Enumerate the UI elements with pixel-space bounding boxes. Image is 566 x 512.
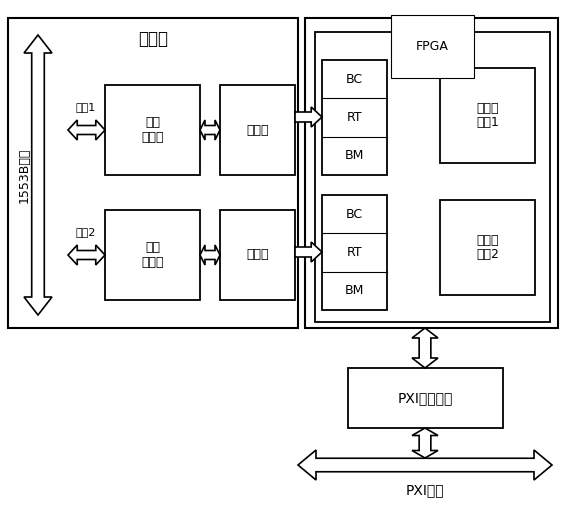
Bar — [220, 85, 295, 175]
Bar — [322, 195, 387, 310]
Bar — [105, 210, 200, 300]
Bar — [315, 32, 550, 322]
Bar — [348, 368, 503, 428]
Bar — [220, 210, 295, 300]
Text: 通道1: 通道1 — [76, 102, 96, 112]
Polygon shape — [298, 450, 552, 480]
Polygon shape — [412, 328, 438, 368]
Text: PXI总线: PXI总线 — [406, 483, 444, 497]
Text: BM: BM — [345, 150, 364, 162]
Text: 存储区
控制2: 存储区 控制2 — [476, 233, 499, 262]
Text: 隔离
变压器: 隔离 变压器 — [142, 241, 164, 269]
Polygon shape — [24, 35, 52, 315]
Bar — [440, 200, 535, 295]
Bar — [105, 85, 200, 175]
Bar — [440, 68, 535, 163]
Text: BC: BC — [346, 208, 363, 221]
Polygon shape — [200, 120, 220, 140]
Polygon shape — [200, 245, 220, 265]
Polygon shape — [295, 242, 322, 262]
Text: BC: BC — [346, 73, 363, 86]
Text: FPGA: FPGA — [416, 40, 449, 53]
Text: 存储区
控制1: 存储区 控制1 — [476, 101, 499, 130]
Text: BM: BM — [345, 284, 364, 297]
Text: RT: RT — [347, 111, 362, 124]
Text: 1553B总线: 1553B总线 — [18, 147, 31, 203]
Text: PXI接口芯片: PXI接口芯片 — [398, 391, 453, 405]
Bar — [322, 60, 387, 175]
Text: 收发器: 收发器 — [246, 248, 269, 262]
Text: FlexRIO: FlexRIO — [400, 30, 463, 48]
Text: 收发器: 收发器 — [246, 123, 269, 137]
Text: 隔离
变压器: 隔离 变压器 — [142, 116, 164, 144]
Polygon shape — [68, 245, 105, 265]
Polygon shape — [295, 107, 322, 127]
Text: RT: RT — [347, 246, 362, 259]
Polygon shape — [68, 120, 105, 140]
Bar — [8, 18, 298, 328]
Bar — [305, 18, 558, 328]
Polygon shape — [412, 428, 438, 458]
Text: 通道2: 通道2 — [76, 227, 96, 237]
Text: 适配器: 适配器 — [138, 30, 168, 48]
